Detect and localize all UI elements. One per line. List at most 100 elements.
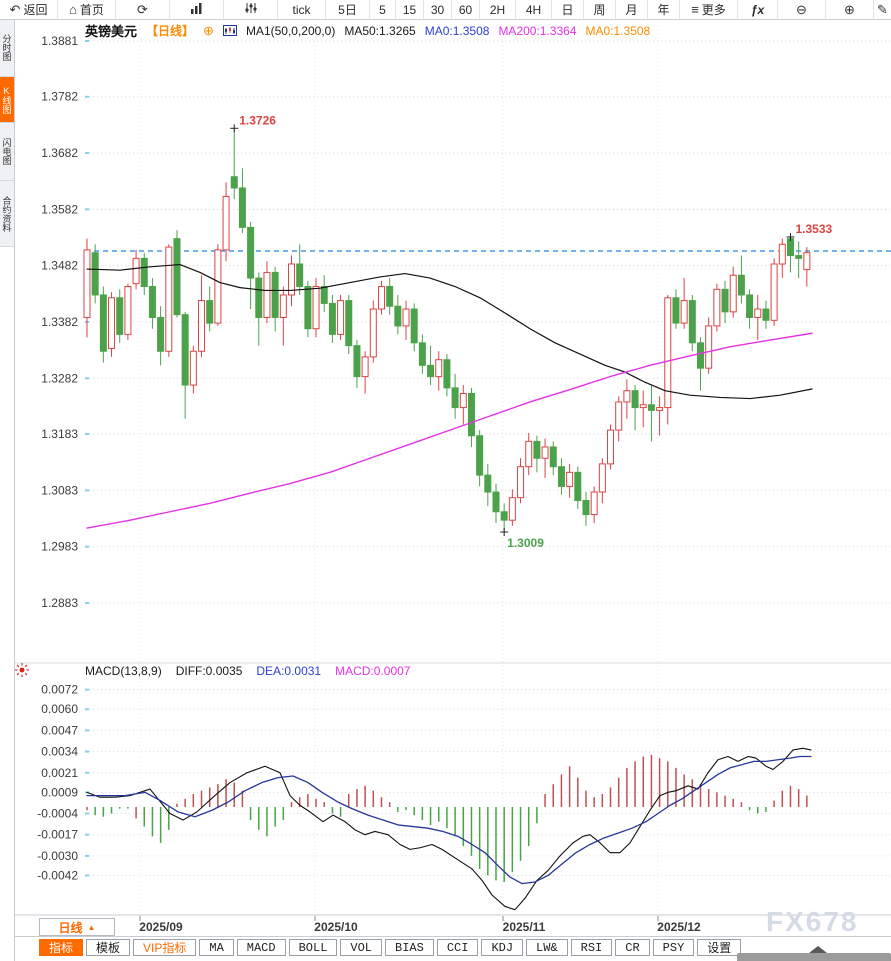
tab-rsi[interactable]: RSI bbox=[570, 939, 613, 956]
zoom-out-button[interactable]: ⊖ bbox=[778, 0, 826, 19]
candle-chart-icon[interactable] bbox=[222, 25, 237, 36]
tab-boll[interactable]: BOLL bbox=[288, 939, 338, 956]
draw-tool-button[interactable]: ✎ bbox=[874, 0, 891, 19]
more-label: 更多 bbox=[701, 3, 726, 17]
back-label: 返回 bbox=[23, 3, 48, 17]
sidebar-tab-contract-info[interactable]: 合约资料 bbox=[0, 181, 14, 247]
interval-tick[interactable]: tick bbox=[278, 0, 326, 19]
fx-indicator-button[interactable]: ƒx bbox=[738, 0, 778, 19]
tab-kdj[interactable]: KDJ bbox=[481, 939, 524, 956]
ma200-value: MA200:1.3364 bbox=[498, 23, 577, 38]
ma50-value: MA50:1.3265 bbox=[344, 23, 416, 38]
more-button[interactable]: ≡ 更多 bbox=[680, 0, 738, 19]
svg-text:1.3282: 1.3282 bbox=[41, 371, 78, 385]
macd-value: MACD:0.0007 bbox=[335, 664, 411, 678]
svg-text:0.0009: 0.0009 bbox=[41, 785, 78, 799]
tab-lw[interactable]: LW& bbox=[526, 939, 568, 956]
svg-text:2025/12: 2025/12 bbox=[657, 920, 701, 934]
indicator-tab-bar: 指标 模板 VIP指标 MA MACD BOLL VOL BIAS CCI KD… bbox=[39, 939, 742, 958]
home-icon: ⌂ bbox=[69, 2, 77, 17]
tab-psy[interactable]: PSY bbox=[652, 939, 695, 956]
zoom-in-button[interactable]: ⊕ bbox=[826, 0, 874, 19]
fx678-watermark: FX678 bbox=[766, 906, 859, 937]
svg-text:1.3183: 1.3183 bbox=[41, 427, 78, 441]
tab-cr[interactable]: CR bbox=[615, 939, 650, 956]
hot-indicator-sun-icon[interactable] bbox=[14, 662, 30, 678]
bar-chart-button[interactable] bbox=[170, 0, 224, 19]
menu-icon: ≡ bbox=[691, 2, 699, 17]
tab-bias[interactable]: BIAS bbox=[385, 939, 434, 956]
refresh-icon: ⟳ bbox=[137, 2, 148, 17]
tab-vip-indicator[interactable]: VIP指标 bbox=[133, 939, 197, 956]
interval-30min[interactable]: 30 bbox=[424, 0, 452, 19]
interval-year[interactable]: 年 bbox=[648, 0, 680, 19]
chart-header: 英镑美元 【日线】 ⊕ MA1(50,0,200,0) MA50:1.3265 … bbox=[85, 21, 650, 40]
svg-text:1.3782: 1.3782 bbox=[41, 90, 78, 104]
interval-15min[interactable]: 15 bbox=[396, 0, 424, 19]
ma0-value-orange: MA0:1.3508 bbox=[585, 23, 651, 38]
interval-4h[interactable]: 4H bbox=[516, 0, 552, 19]
svg-text:1.2983: 1.2983 bbox=[41, 540, 78, 554]
home-label: 首页 bbox=[79, 3, 104, 17]
svg-text:1.3009: 1.3009 bbox=[507, 536, 544, 550]
tab-cci[interactable]: CCI bbox=[436, 939, 479, 956]
home-button[interactable]: ⌂ 首页 bbox=[58, 0, 116, 19]
svg-text:1.3533: 1.3533 bbox=[795, 222, 832, 236]
tab-vol[interactable]: VOL bbox=[340, 939, 383, 956]
svg-text:1.3083: 1.3083 bbox=[41, 483, 78, 497]
interval-week[interactable]: 周 bbox=[584, 0, 616, 19]
svg-text:2025/10: 2025/10 bbox=[314, 920, 358, 934]
interval-5min[interactable]: 5 bbox=[370, 0, 396, 19]
top-toolbar: ↶ 返回 ⌂ 首页 ⟳ tick 5日 5 15 30 60 2H 4H 日 周 月… bbox=[0, 0, 891, 20]
pencil-icon: ✎ bbox=[877, 2, 888, 17]
svg-text:0.0034: 0.0034 bbox=[41, 745, 78, 759]
zoom-out-icon: ⊖ bbox=[796, 2, 807, 17]
ma-settings: MA1(50,0,200,0) bbox=[245, 23, 336, 38]
svg-text:1.3482: 1.3482 bbox=[41, 259, 78, 273]
refresh-button[interactable]: ⟳ bbox=[116, 0, 170, 19]
svg-text:1.3682: 1.3682 bbox=[41, 146, 78, 160]
svg-text:-0.0004: -0.0004 bbox=[37, 807, 78, 821]
tab-ma[interactable]: MA bbox=[199, 939, 234, 956]
interval-month[interactable]: 月 bbox=[616, 0, 648, 19]
expand-up-icon bbox=[809, 946, 827, 953]
interval-60min[interactable]: 60 bbox=[452, 0, 480, 19]
interval-5day[interactable]: 5日 bbox=[326, 0, 370, 19]
svg-text:-0.0042: -0.0042 bbox=[37, 868, 78, 882]
fx-icon: ƒx bbox=[750, 2, 765, 17]
tab-indicator[interactable]: 指标 bbox=[39, 939, 84, 956]
svg-text:1.2883: 1.2883 bbox=[41, 596, 78, 610]
tick-label: tick bbox=[292, 2, 311, 17]
tab-settings[interactable]: 设置 bbox=[697, 939, 742, 956]
back-arrow-icon: ↶ bbox=[9, 2, 21, 17]
svg-text:2025/11: 2025/11 bbox=[503, 920, 546, 934]
svg-text:1.3382: 1.3382 bbox=[41, 315, 78, 329]
macd-header: MACD(13,8,9) DIFF:0.0035 DEA:0.0031 MACD… bbox=[85, 664, 410, 678]
svg-text:2025/09: 2025/09 bbox=[139, 920, 183, 934]
svg-text:1.3881: 1.3881 bbox=[41, 34, 78, 48]
bottom-divider bbox=[0, 936, 891, 937]
svg-text:-0.0017: -0.0017 bbox=[37, 828, 78, 842]
back-button[interactable]: ↶ 返回 bbox=[0, 0, 58, 19]
interval-day[interactable]: 日 bbox=[552, 0, 584, 19]
indicator-settings-button[interactable] bbox=[224, 0, 278, 19]
period-selector[interactable]: 日线 ▲ bbox=[39, 918, 115, 936]
chart-type-sidebar: 分时图 K线图 闪电图 合约资料 bbox=[0, 19, 15, 961]
svg-text:1.3726: 1.3726 bbox=[239, 113, 276, 127]
sliders-icon bbox=[244, 2, 258, 17]
svg-text:0.0047: 0.0047 bbox=[41, 723, 78, 737]
zoom-in-icon: ⊕ bbox=[844, 2, 855, 17]
sidebar-tab-kline-chart[interactable]: K线图 bbox=[0, 77, 14, 123]
sidebar-tab-time-chart[interactable]: 分时图 bbox=[0, 19, 14, 77]
collapsed-panel-handle[interactable] bbox=[737, 946, 891, 961]
ma0-value-blue: MA0:1.3508 bbox=[424, 23, 490, 38]
add-to-watchlist-icon[interactable]: ⊕ bbox=[203, 23, 214, 38]
interval-2h[interactable]: 2H bbox=[480, 0, 516, 19]
svg-text:1.3582: 1.3582 bbox=[41, 202, 78, 216]
tab-macd[interactable]: MACD bbox=[236, 939, 286, 956]
tab-template[interactable]: 模板 bbox=[86, 939, 131, 956]
sidebar-tab-lightning-chart[interactable]: 闪电图 bbox=[0, 123, 14, 181]
svg-text:-0.0030: -0.0030 bbox=[37, 849, 78, 863]
bar-chart-icon bbox=[190, 2, 204, 17]
